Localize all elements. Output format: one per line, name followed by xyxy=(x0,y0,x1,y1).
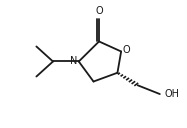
Text: OH: OH xyxy=(164,89,179,99)
Text: O: O xyxy=(122,45,130,55)
Text: O: O xyxy=(95,6,103,16)
Text: N: N xyxy=(70,56,78,66)
